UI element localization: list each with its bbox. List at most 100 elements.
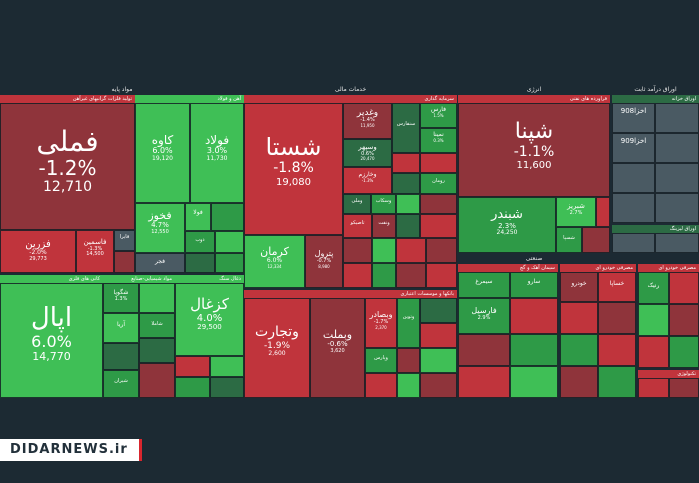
tile-vanaft[interactable]: ونفت bbox=[372, 214, 396, 238]
tile-roman[interactable]: رومان bbox=[420, 173, 457, 194]
tile-small[interactable] bbox=[397, 373, 420, 398]
tile-small[interactable] bbox=[560, 334, 598, 366]
tile-faira[interactable]: فایرا bbox=[114, 230, 135, 251]
tile-small[interactable] bbox=[655, 163, 699, 193]
tile-small[interactable] bbox=[638, 336, 669, 368]
tile-khodro[interactable]: خودرو bbox=[560, 272, 598, 302]
tile-shiran[interactable]: شیران bbox=[103, 370, 139, 398]
tile-vabmellat[interactable]: وبملت -0.6% 3,620 bbox=[310, 298, 365, 398]
tile-small[interactable] bbox=[392, 173, 420, 194]
tile-arya[interactable]: آریا bbox=[103, 313, 139, 343]
tile-small[interactable] bbox=[510, 298, 558, 334]
tile-small[interactable] bbox=[598, 366, 636, 398]
tile-small[interactable] bbox=[669, 378, 699, 398]
tile-fazarin[interactable]: فزرین -2.0% 29,773 bbox=[0, 230, 76, 273]
tile-small[interactable] bbox=[510, 334, 558, 366]
tile-senfars[interactable]: سنفارس bbox=[392, 103, 420, 153]
tile-small[interactable] bbox=[510, 366, 558, 398]
tile-small[interactable] bbox=[420, 348, 457, 373]
tile-small[interactable] bbox=[210, 377, 244, 398]
tile-vapars[interactable]: وپارس bbox=[365, 348, 397, 373]
tile-small[interactable] bbox=[598, 302, 636, 334]
tile-foolad[interactable]: فولاد 3.0% 11,730 bbox=[190, 103, 244, 203]
tile-namina[interactable]: نمینا 0.3% bbox=[420, 128, 457, 153]
tile-small[interactable] bbox=[103, 343, 139, 370]
tile-vaskab[interactable]: وسکاب bbox=[371, 194, 396, 214]
tile-small[interactable] bbox=[420, 373, 457, 398]
tile-small[interactable] bbox=[372, 238, 396, 263]
tile-small[interactable] bbox=[397, 348, 420, 373]
tile-small[interactable] bbox=[396, 194, 420, 214]
tile-shepna[interactable]: شپنا -1.1% 11,600 bbox=[458, 103, 610, 197]
tile-small[interactable] bbox=[612, 163, 655, 193]
tile-shesepa[interactable]: شسپا bbox=[556, 227, 582, 253]
tile-small[interactable] bbox=[420, 214, 457, 238]
tile-small[interactable] bbox=[343, 238, 372, 263]
tile-vabsader[interactable]: وبصادر -1.7% 2,370 bbox=[365, 298, 397, 348]
tile-small[interactable] bbox=[210, 356, 244, 377]
tile-vasepehr[interactable]: وسپهر 0.6% 20,470 bbox=[343, 139, 392, 167]
tile-small[interactable] bbox=[638, 378, 669, 398]
tile-small[interactable] bbox=[215, 253, 244, 273]
tile-small[interactable] bbox=[343, 263, 372, 288]
tile-shebandar[interactable]: شبندر 2.3% 24,250 bbox=[458, 197, 556, 253]
tile-small[interactable] bbox=[612, 193, 655, 223]
tile-small[interactable] bbox=[365, 373, 397, 398]
tile-akhza908[interactable]: اخزا908 bbox=[612, 103, 655, 133]
tile-small[interactable] bbox=[582, 227, 610, 253]
tile-fakhooz[interactable]: فخوز 4.7% 12,550 bbox=[135, 203, 185, 253]
tile-small[interactable] bbox=[396, 263, 426, 288]
tile-small[interactable] bbox=[139, 338, 175, 363]
tile-akhza909[interactable]: اخزا909 bbox=[612, 133, 655, 163]
tile-simorgh[interactable]: سیمرغ bbox=[458, 272, 510, 298]
tile-small[interactable] bbox=[669, 336, 699, 368]
tile-apal[interactable]: اپال 6.0% 14,770 bbox=[0, 283, 103, 398]
tile-fasmin[interactable]: فاسمین -1.3% 14,500 bbox=[76, 230, 114, 273]
tile-small[interactable] bbox=[420, 194, 457, 214]
tile-small[interactable] bbox=[596, 197, 610, 227]
tile-vamelli[interactable]: وملی bbox=[343, 194, 371, 214]
tile-shamla[interactable]: شاملا bbox=[139, 313, 175, 338]
tile-small[interactable] bbox=[560, 302, 598, 334]
tile-small[interactable] bbox=[420, 153, 457, 173]
tile-small[interactable] bbox=[372, 263, 396, 288]
tile-kazghal[interactable]: کزغال 4.0% 29,500 bbox=[175, 283, 244, 356]
tile-small[interactable] bbox=[396, 214, 420, 238]
tile-ranik[interactable]: رنیک bbox=[638, 272, 669, 304]
tile-kaveh[interactable]: کاوه 6.0% 19,120 bbox=[135, 103, 190, 203]
tile-vakharazm[interactable]: وخارزم -1.3% bbox=[343, 167, 392, 194]
tile-fajr[interactable]: فجر bbox=[135, 253, 185, 273]
tile-small[interactable] bbox=[420, 298, 457, 323]
tile-small[interactable] bbox=[139, 363, 175, 398]
tile-fars[interactable]: فارس 1.5% bbox=[420, 103, 457, 128]
tile-small[interactable] bbox=[638, 304, 669, 336]
tile-fameli[interactable]: فملی -1.2% 12,710 bbox=[0, 103, 135, 230]
tile-small[interactable] bbox=[598, 334, 636, 366]
tile-shasta[interactable]: شستا -1.8% 19,080 bbox=[244, 103, 343, 235]
tile-khsapa[interactable]: خساپا bbox=[598, 272, 636, 302]
tile-farsil[interactable]: فارسیل 2.9% bbox=[458, 298, 510, 334]
tile-tasiko[interactable]: تاصیکو bbox=[343, 214, 372, 238]
tile-small[interactable] bbox=[215, 231, 244, 253]
tile-small[interactable] bbox=[420, 323, 457, 348]
tile-small[interactable] bbox=[426, 238, 457, 263]
tile-petrol[interactable]: پترول -0.7% 8,980 bbox=[305, 235, 343, 288]
tile-saroo[interactable]: سارو bbox=[510, 272, 558, 298]
tile-small[interactable] bbox=[669, 272, 699, 304]
tile-small[interactable] bbox=[655, 103, 699, 133]
tile-shabriz[interactable]: شبریز 2.7% bbox=[556, 197, 596, 227]
tile-small[interactable] bbox=[211, 203, 244, 231]
tile-small[interactable] bbox=[392, 153, 420, 173]
tile-small[interactable] bbox=[114, 251, 135, 273]
tile-small[interactable] bbox=[458, 334, 510, 366]
tile-small[interactable] bbox=[175, 356, 210, 377]
tile-kerman[interactable]: کرمان 6.0% 12,334 bbox=[244, 235, 305, 288]
tile-small[interactable] bbox=[560, 366, 598, 398]
tile-foola[interactable]: فولا bbox=[185, 203, 211, 231]
tile-vaghadir[interactable]: وغدیر -1.4% 11,950 bbox=[343, 103, 392, 139]
tile-zob[interactable]: ذوب bbox=[185, 231, 215, 253]
tile-small[interactable] bbox=[458, 366, 510, 398]
tile-small[interactable] bbox=[655, 233, 699, 253]
tile-small[interactable] bbox=[655, 133, 699, 163]
tile-vatoein[interactable]: وتوین bbox=[397, 298, 420, 348]
